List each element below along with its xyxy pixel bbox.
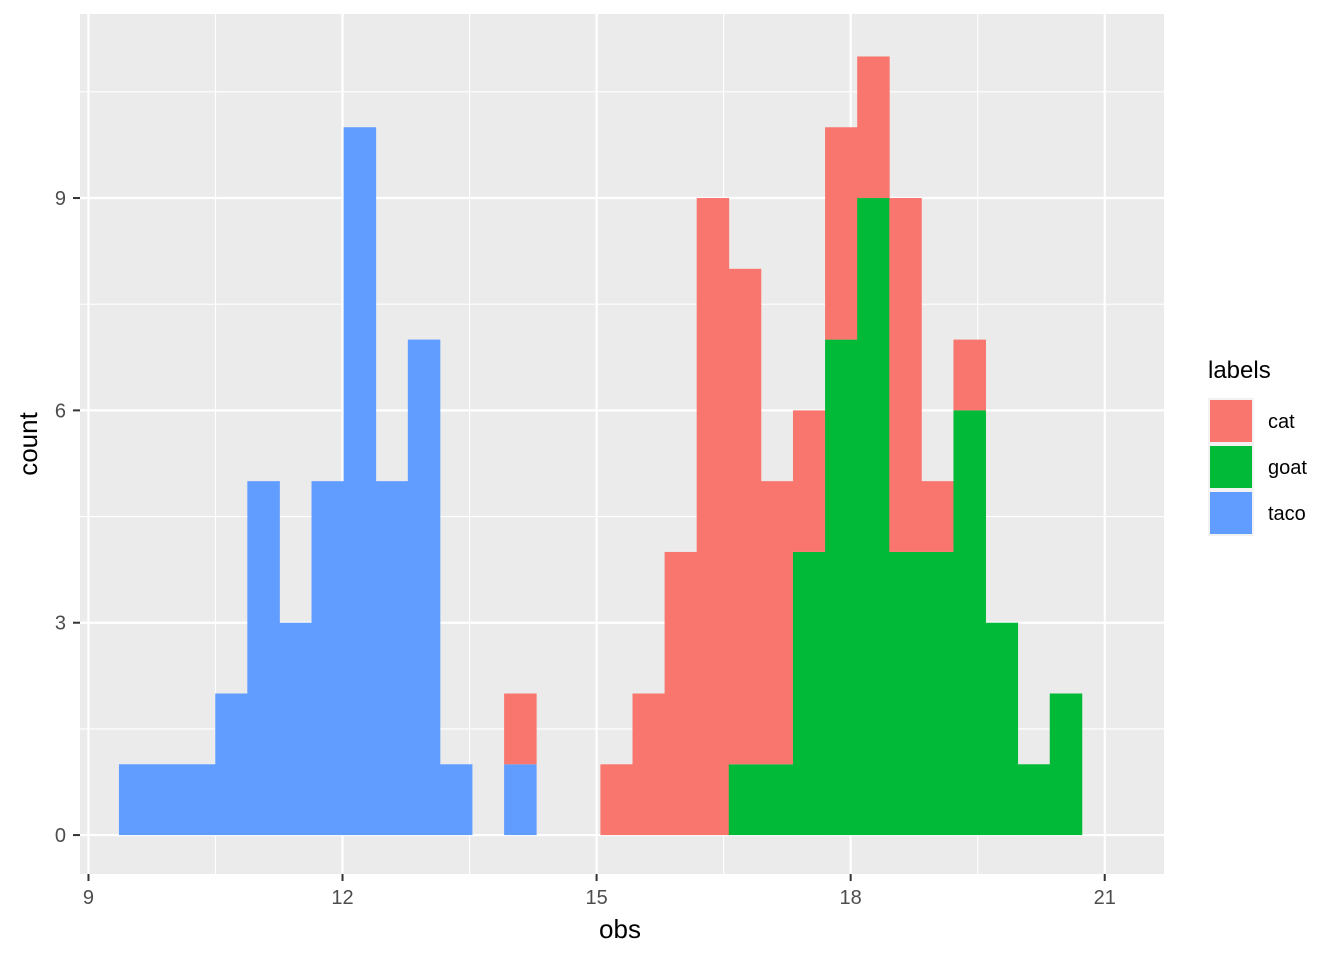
bar-taco <box>215 693 248 836</box>
legend-key-goat <box>1210 446 1252 488</box>
bar-cat <box>504 693 537 765</box>
legend-label-cat: cat <box>1268 411 1295 433</box>
bar-goat <box>921 551 954 836</box>
bar-taco <box>151 764 184 836</box>
bar-taco <box>279 622 312 836</box>
x-tick-label: 18 <box>840 887 862 909</box>
bar-cat <box>664 551 698 836</box>
bar-goat <box>792 551 826 836</box>
y-tick-label: 0 <box>55 825 66 847</box>
bar-goat <box>728 764 762 836</box>
bar-goat <box>825 339 858 836</box>
bar-cat <box>857 56 890 199</box>
y-tick-label: 3 <box>55 613 66 635</box>
y-tick-label: 9 <box>55 188 66 210</box>
bar-cat <box>921 481 954 552</box>
y-tick-label: 6 <box>55 400 66 422</box>
legend-title: labels <box>1208 357 1271 384</box>
x-axis-title: obs <box>599 914 641 944</box>
bar-taco <box>247 481 280 836</box>
y-axis: 0 3 6 9 <box>55 188 80 847</box>
x-tick-label: 12 <box>331 887 353 909</box>
bar-taco <box>311 481 345 836</box>
legend-label-goat: goat <box>1268 457 1307 479</box>
x-axis: 9 12 15 18 21 <box>83 874 1116 909</box>
bar-taco <box>407 339 441 836</box>
bar-taco <box>439 764 473 836</box>
bar-taco <box>504 764 537 836</box>
bar-cat <box>825 127 858 340</box>
legend-key-cat <box>1210 400 1252 442</box>
bar-cat <box>760 481 794 765</box>
x-tick-label: 15 <box>585 887 607 909</box>
bar-cat <box>792 410 826 552</box>
x-tick-label: 9 <box>83 887 94 909</box>
x-tick-label: 21 <box>1094 887 1116 909</box>
bar-taco <box>375 481 409 836</box>
y-axis-title: count <box>13 411 43 475</box>
bar-cat <box>696 198 730 836</box>
bar-goat <box>760 764 794 836</box>
bar-cat <box>600 764 633 836</box>
legend-entries: cat goat taco <box>1208 398 1307 536</box>
bar-goat <box>1017 764 1051 836</box>
legend-key-taco <box>1210 492 1252 534</box>
bar-cat <box>889 198 922 552</box>
bar-goat <box>1049 693 1083 836</box>
bar-cat <box>632 693 665 836</box>
bar-goat <box>889 551 922 836</box>
bars <box>118 56 1083 836</box>
bar-goat <box>953 410 986 836</box>
legend-label-taco: taco <box>1268 503 1306 525</box>
bar-goat <box>985 622 1019 836</box>
bar-taco <box>343 127 377 836</box>
bar-taco <box>118 764 152 836</box>
bar-goat <box>857 198 890 836</box>
legend: labels cat goat taco <box>1208 357 1307 536</box>
bar-cat <box>953 339 986 411</box>
bar-cat <box>728 268 762 765</box>
bar-taco <box>183 764 216 836</box>
